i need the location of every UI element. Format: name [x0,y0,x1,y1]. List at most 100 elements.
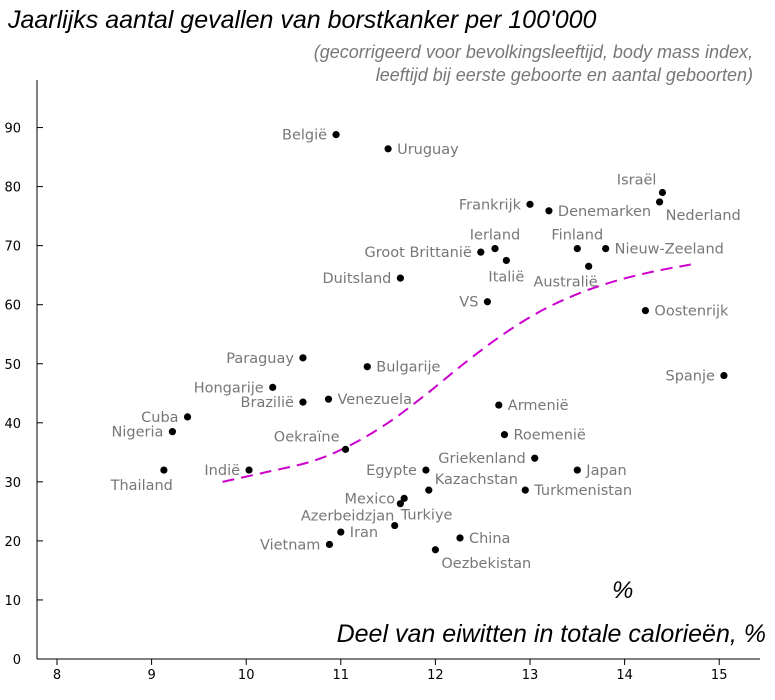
point-indie [245,466,253,474]
point-oekraine [341,445,350,453]
point-bulgarije [363,363,371,371]
label-israel: Israël [617,173,657,189]
point-venezuela [324,395,333,403]
chart-subtitle-line-1: (gecorrigeerd voor bevolkingsleeftijd, b… [314,42,753,62]
x-tick-label: 14 [616,668,633,683]
label-griekenland: Griekenland [438,451,525,467]
x-tick-label: 15 [711,668,728,683]
point-israel [658,188,667,197]
axes [36,80,760,660]
y-tick-label: 60 [4,299,21,314]
point-belgie [332,131,340,139]
point-frankrijk [526,200,534,208]
label-vietnam: Vietnam [260,537,320,553]
label-australie: Australië [533,274,597,290]
point-turkmenistan [521,486,529,494]
label-groot-brittanie: Groot Brittanië [365,245,472,261]
x-tick-label: 9 [147,668,155,683]
label-cuba: Cuba [141,410,178,426]
y-tick-label: 10 [4,594,21,609]
point-nigeria [168,428,177,436]
label-ierland: Ierland [470,228,520,244]
label-hongarije: Hongarije [194,380,264,396]
label-kazachstan: Kazachstan [435,472,518,488]
label-vs: VS [459,295,478,311]
point-oezbekistan [431,546,439,554]
label-belgie: België [282,128,327,144]
point-duitsland [396,274,404,282]
chart-subtitle-line-2: leeftijd bij eerste geboorte en aantal g… [376,65,753,85]
label-nederland: Nederland [666,208,741,224]
point-ierland [491,245,499,253]
y-tick-label: 0 [13,653,21,668]
point-mexico [400,494,408,502]
point-china [456,534,464,542]
point-kazachstan [425,486,433,494]
y-tick-label: 90 [4,122,21,137]
y-tick-label: 20 [4,535,21,550]
point-thailand [160,466,168,474]
label-turkmenistan: Turkmenistan [533,483,632,499]
point-turkiye [391,521,399,530]
x-ticks: 8 9 10 11 12 13 14 15 [53,659,728,683]
label-finland: Finland [551,228,603,244]
label-egypte: Egypte [366,463,417,479]
point-paraguay [299,354,307,362]
x-tick-label: 8 [53,668,61,683]
point-vs [483,298,492,306]
point-denemarken [545,207,553,215]
label-oezbekistan: Oezbekistan [441,556,531,572]
point-uruguay [384,145,392,153]
point-egypte [422,466,430,474]
label-bulgarije: Bulgarije [376,360,440,376]
y-tick-label: 40 [4,417,21,432]
x-tick-label: 13 [522,668,539,683]
y-tick-label: 70 [4,240,21,255]
point-hongarije [269,383,277,391]
point-armenie [495,401,503,409]
data-points: België Uruguay Israël Nederland Frankrijk Den… [110,128,741,572]
trend-line [222,263,692,483]
label-nigeria: Nigeria [112,425,164,441]
chart-title: Jaarlijks aantal gevallen van borstkanke… [7,6,597,34]
label-spanje: Spanje [665,369,715,385]
label-iran: Iran [350,525,378,541]
label-china: China [469,531,510,547]
label-duitsland: Duitsland [322,271,391,287]
point-iran [337,528,345,536]
label-turkiye: Turkiye [400,508,453,524]
label-indie: Indië [204,463,240,479]
label-frankrijk: Frankrijk [459,197,522,213]
label-paraguay: Paraguay [226,351,294,367]
point-japan [573,466,581,474]
label-venezuela: Venezuela [338,392,412,408]
point-azerbeidzjan [396,500,404,508]
label-azerbeidzjan: Azerbeidzjan [301,509,395,525]
x-tick-label: 12 [427,668,444,683]
x-axis-label: Deel van eiwitten in totale calorieën, % [337,620,766,648]
point-brazilie [299,398,307,406]
point-finland [573,245,581,253]
label-oostenrijk: Oostenrijk [654,304,729,320]
point-australie [585,262,593,270]
y-tick-label: 50 [4,358,21,373]
y-tick-label: 80 [4,181,21,196]
point-nieuw-zeeland [602,245,610,253]
label-armenie: Armenië [508,398,569,414]
label-mexico: Mexico [345,491,396,507]
label-denemarken: Denemarken [558,204,651,220]
x-tick-label: 11 [333,668,350,683]
label-japan: Japan [585,463,626,479]
label-roemenie: Roemenië [513,428,585,444]
x-tick-label: 10 [238,668,255,683]
point-spanje [720,371,728,380]
label-brazilie: Brazilië [241,395,294,411]
label-italie: Italië [488,269,524,285]
point-roemenie [500,431,509,439]
point-cuba [183,413,192,421]
y-tick-label: 30 [4,476,21,491]
y-ticks: 0 10 20 30 40 50 60 70 80 90 [4,122,43,668]
point-groot-brittanie [477,248,485,256]
label-oekraine: Oekraïne [274,429,340,445]
